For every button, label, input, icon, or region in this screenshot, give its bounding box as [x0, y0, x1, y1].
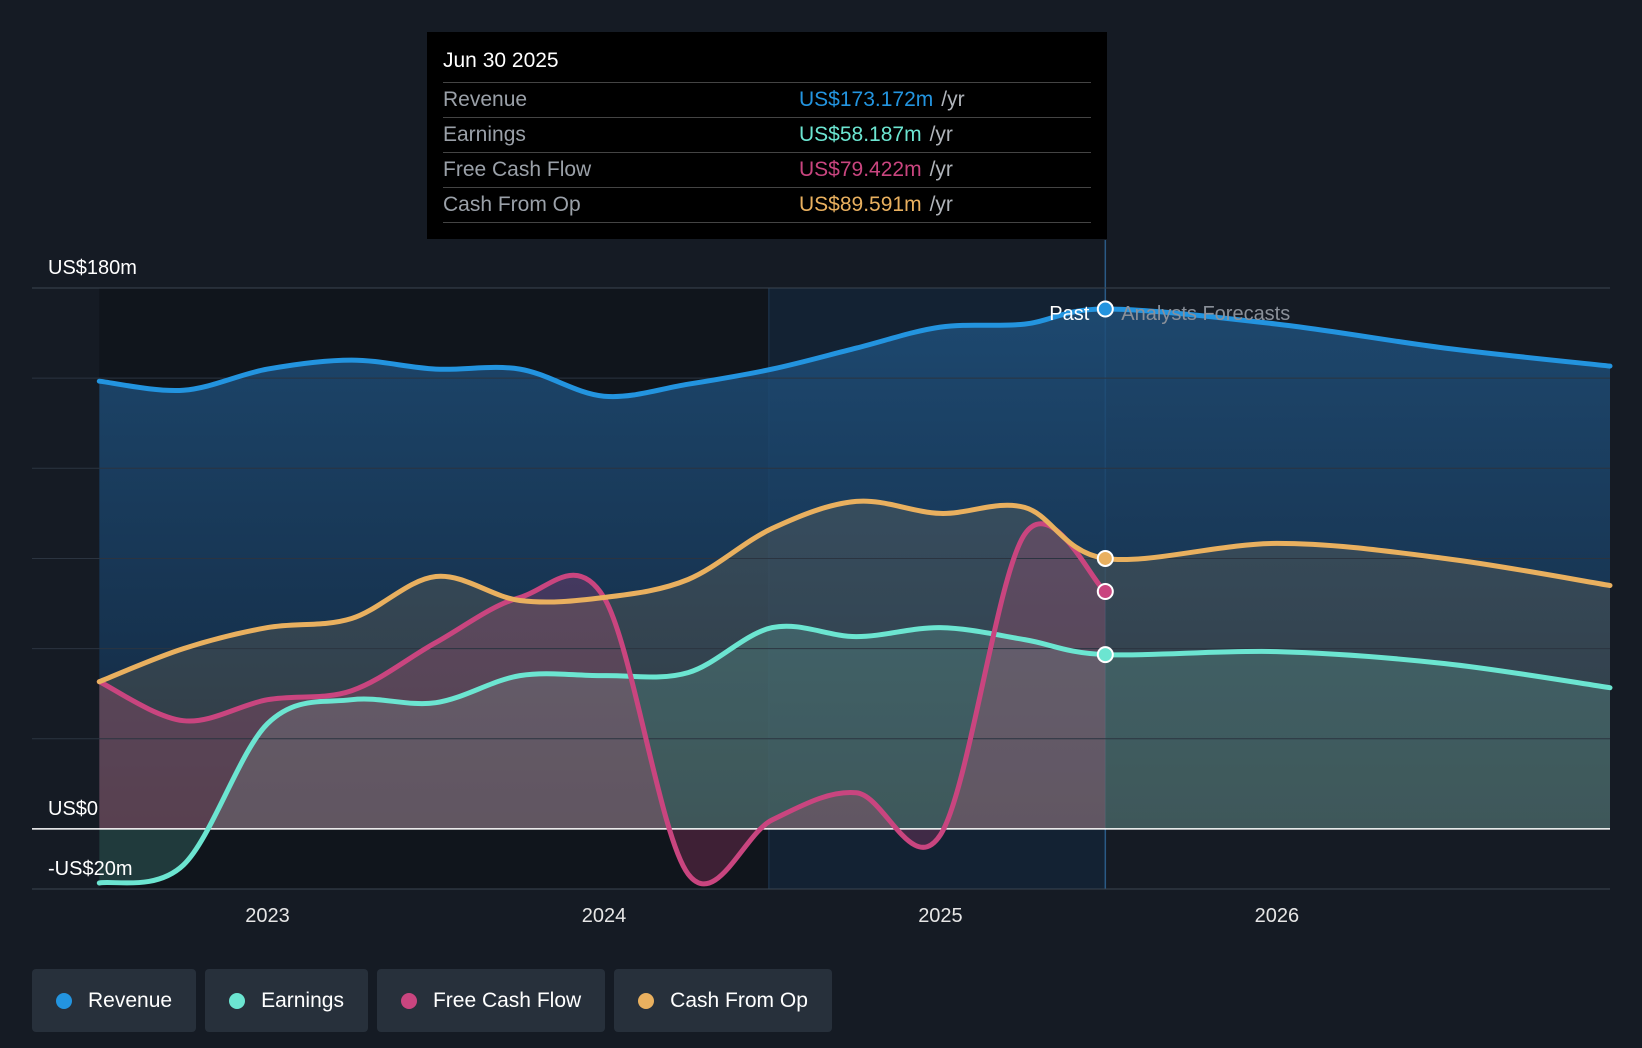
tooltip-row-free-cash-flow: Free Cash Flow US$79.422m /yr	[443, 153, 1091, 188]
tooltip-label: Earnings	[443, 123, 526, 146]
tooltip: Jun 30 2025 Revenue US$173.172m /yr Earn…	[427, 32, 1107, 239]
past-label: Past	[1049, 303, 1089, 325]
free-cash-flow-dot-icon	[400, 992, 417, 1009]
cash-from-op-line	[96, 498, 1613, 685]
tooltip-row-cash-from-op: Cash From Op US$89.591m /yr	[443, 188, 1091, 223]
revenue-area	[99, 309, 1610, 829]
legend-item-revenue[interactable]: Revenue	[32, 969, 197, 1032]
legend-item-free-cash-flow[interactable]: Free Cash Flow	[376, 969, 606, 1032]
revenue-line	[96, 306, 1613, 400]
tooltip-value: US$89.591m	[799, 193, 922, 216]
cash-from-op-marker	[1096, 549, 1114, 567]
legend-item-cash-from-op[interactable]: Cash From Op	[614, 969, 832, 1032]
tooltip-value: US$173.172m	[799, 88, 934, 111]
x-tick-label: 2026	[1255, 905, 1300, 927]
legend-label: Free Cash Flow	[432, 988, 582, 1012]
revenue-marker	[1096, 300, 1114, 318]
tooltip-unit: /yr	[941, 88, 965, 111]
earnings-dot-icon	[229, 992, 246, 1009]
free-cash-flow-marker	[1096, 583, 1114, 601]
x-tick-label: 2023	[245, 905, 290, 927]
cash-from-op-area	[99, 501, 1610, 829]
x-tick-label: 2024	[582, 905, 627, 927]
tooltip-date: Jun 30 2025	[443, 46, 1091, 83]
legend-label: Earnings	[261, 988, 344, 1012]
tooltip-unit: /yr	[929, 158, 953, 181]
y-tick-label: -US$20m	[48, 858, 132, 880]
tooltip-row-revenue: Revenue US$173.172m /yr	[443, 83, 1091, 118]
x-tick-label: 2025	[918, 905, 963, 927]
tooltip-value: US$58.187m	[799, 123, 922, 146]
legend-label: Revenue	[88, 988, 173, 1012]
tooltip-value: US$79.422m	[799, 158, 922, 181]
forecast-label: Analysts Forecasts	[1121, 303, 1290, 325]
y-tick-label: US$180m	[48, 257, 137, 279]
earnings-marker	[1096, 646, 1114, 664]
tooltip-label: Free Cash Flow	[443, 158, 592, 181]
y-tick-label: US$0	[48, 798, 98, 820]
tooltip-row-earnings: Earnings US$58.187m /yr	[443, 118, 1091, 153]
legend-item-earnings[interactable]: Earnings	[205, 969, 368, 1032]
earnings-line	[96, 623, 1613, 886]
tooltip-label: Cash From Op	[443, 193, 581, 216]
tooltip-label: Revenue	[443, 88, 528, 111]
free-cash-flow-line	[96, 521, 1108, 887]
revenue-dot-icon	[56, 992, 72, 1009]
tooltip-unit: /yr	[929, 193, 953, 216]
legend: Revenue Earnings Free Cash Flow Cash Fro…	[32, 969, 832, 1032]
tooltip-unit: /yr	[929, 123, 953, 146]
cash-from-op-dot-icon	[638, 992, 655, 1009]
legend-label: Cash From Op	[670, 988, 808, 1012]
